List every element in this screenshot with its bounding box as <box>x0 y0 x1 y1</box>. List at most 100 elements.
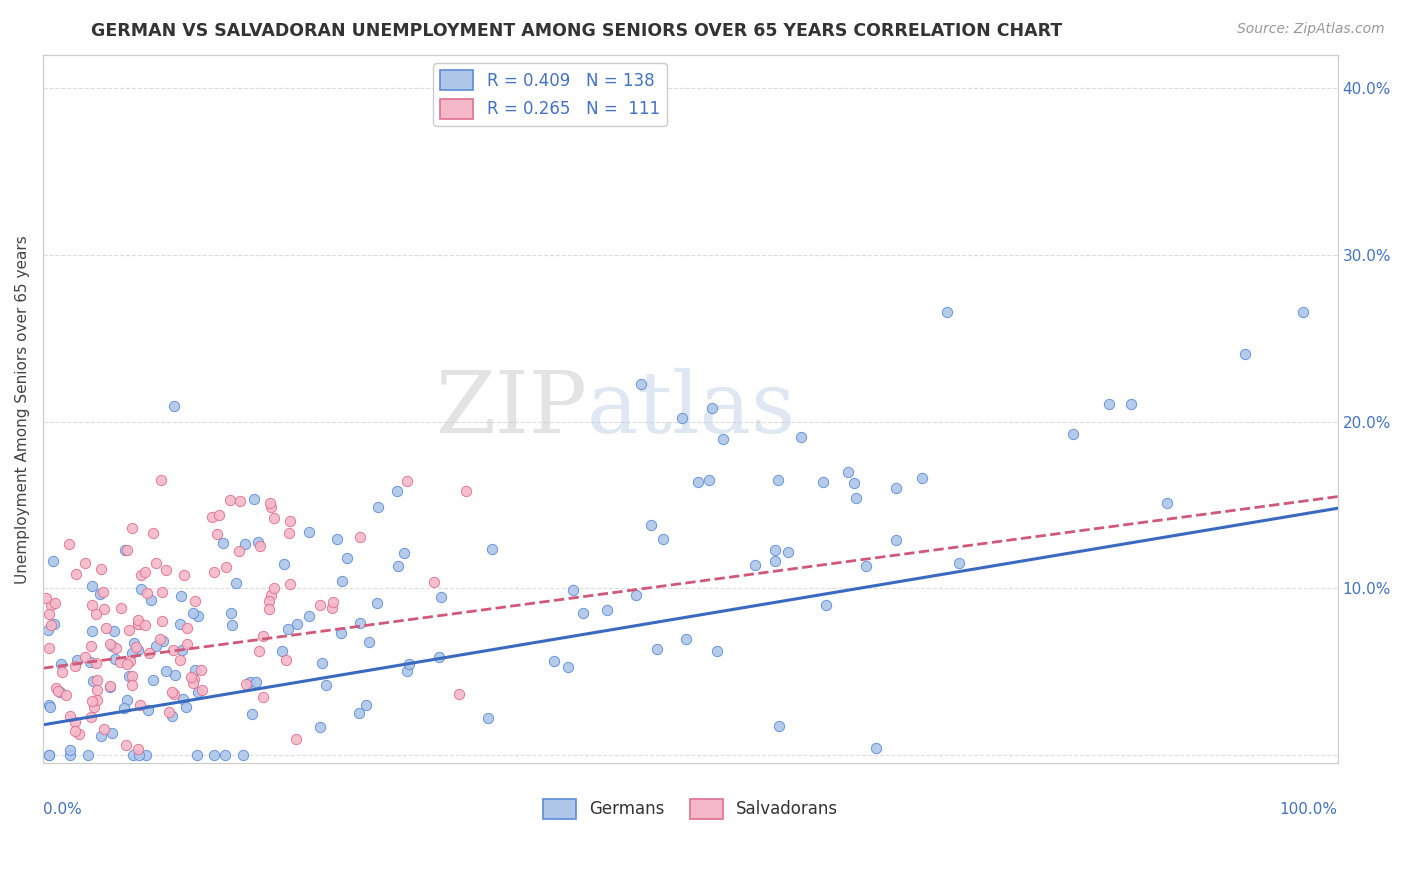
Point <box>124 636 146 650</box>
Point <box>127 613 149 627</box>
Point <box>624 588 647 602</box>
Point <box>766 473 789 487</box>
Point <box>395 664 418 678</box>
Point <box>176 637 198 651</box>
Point <box>449 687 471 701</box>
Point <box>325 532 347 546</box>
Point <box>101 639 124 653</box>
Point <box>118 669 141 683</box>
Point <box>349 530 371 544</box>
Point <box>121 678 143 692</box>
Point <box>176 700 198 714</box>
Point <box>93 722 115 736</box>
Point <box>90 729 112 743</box>
Point <box>128 617 150 632</box>
Point <box>398 657 420 671</box>
Point <box>134 618 156 632</box>
Point <box>155 564 177 578</box>
Point <box>139 592 162 607</box>
Point <box>239 674 262 689</box>
Point <box>763 554 786 568</box>
Point <box>51 665 73 679</box>
Point <box>114 738 136 752</box>
Point <box>219 492 242 507</box>
Point <box>128 747 150 762</box>
Point <box>176 621 198 635</box>
Point <box>202 747 225 762</box>
Point <box>35 591 58 606</box>
Point <box>44 596 66 610</box>
Point <box>115 692 138 706</box>
Point <box>354 698 377 712</box>
Point <box>186 747 208 762</box>
Point <box>640 518 662 533</box>
Point <box>249 539 271 553</box>
Point <box>183 672 205 686</box>
Point <box>287 616 309 631</box>
Point <box>181 606 204 620</box>
Point <box>138 646 160 660</box>
Point <box>387 484 409 499</box>
Point <box>845 491 868 505</box>
Point <box>790 430 813 444</box>
Point <box>110 601 132 615</box>
Point <box>1098 397 1121 411</box>
Point <box>596 603 619 617</box>
Point <box>86 656 108 670</box>
Point <box>127 642 149 657</box>
Point <box>349 616 371 631</box>
Point <box>142 673 165 687</box>
Point <box>180 670 202 684</box>
Point <box>688 475 710 490</box>
Point <box>427 649 450 664</box>
Point <box>131 568 153 582</box>
Point <box>38 640 60 655</box>
Point <box>172 643 194 657</box>
Point <box>273 558 295 572</box>
Point <box>183 663 205 677</box>
Point <box>557 660 579 674</box>
Point <box>1156 496 1178 510</box>
Text: GERMAN VS SALVADORAN UNEMPLOYMENT AMONG SENIORS OVER 65 YEARS CORRELATION CHART: GERMAN VS SALVADORAN UNEMPLOYMENT AMONG … <box>91 22 1063 40</box>
Point <box>173 568 195 582</box>
Point <box>59 747 82 762</box>
Point <box>315 678 337 692</box>
Point <box>647 641 669 656</box>
Point <box>162 400 184 414</box>
Text: ZIP: ZIP <box>434 368 586 450</box>
Point <box>571 606 593 620</box>
Point <box>367 500 389 515</box>
Point <box>63 714 86 729</box>
Point <box>330 625 353 640</box>
Point <box>101 725 124 739</box>
Point <box>387 558 409 573</box>
Point <box>170 589 193 603</box>
Point <box>149 632 172 646</box>
Point <box>330 574 353 588</box>
Point <box>112 701 135 715</box>
Point <box>814 599 837 613</box>
Point <box>277 526 299 541</box>
Point <box>86 673 108 688</box>
Point <box>245 675 267 690</box>
Y-axis label: Unemployment Among Seniors over 65 years: Unemployment Among Seniors over 65 years <box>15 235 30 583</box>
Point <box>67 727 90 741</box>
Point <box>117 657 139 671</box>
Text: atlas: atlas <box>586 368 796 450</box>
Point <box>675 632 697 646</box>
Point <box>160 685 183 699</box>
Legend: Germans, Salvadorans: Germans, Salvadorans <box>536 792 845 826</box>
Point <box>481 542 503 557</box>
Point <box>260 588 283 602</box>
Point <box>80 639 103 653</box>
Text: 0.0%: 0.0% <box>44 802 82 817</box>
Point <box>152 633 174 648</box>
Point <box>233 537 256 551</box>
Point <box>274 653 297 667</box>
Point <box>768 719 790 733</box>
Point <box>172 692 194 706</box>
Point <box>252 690 274 705</box>
Point <box>1292 304 1315 318</box>
Point <box>58 537 80 551</box>
Point <box>51 657 73 671</box>
